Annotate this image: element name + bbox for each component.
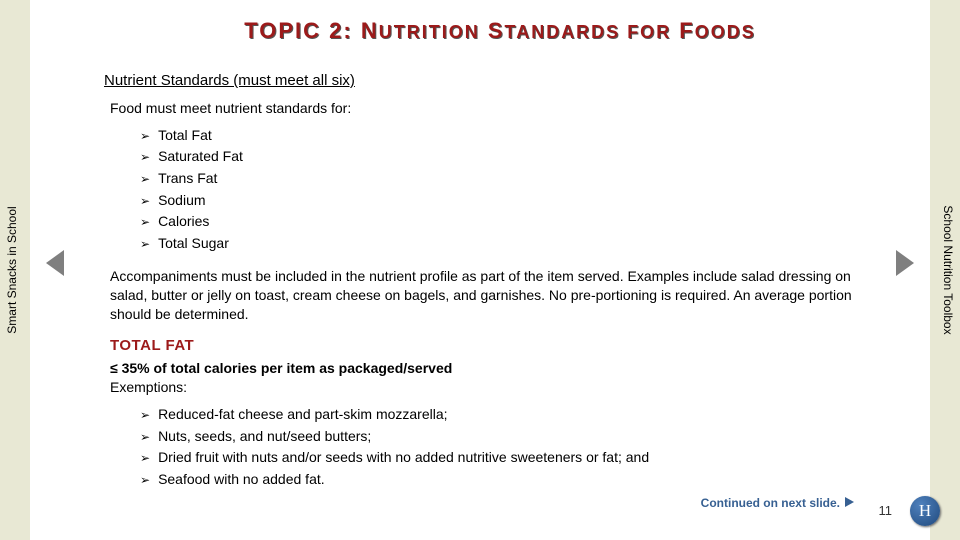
continued-label: Continued on next slide. xyxy=(701,496,840,510)
next-arrow-icon[interactable] xyxy=(896,250,914,276)
page-number: 11 xyxy=(879,503,893,518)
list-item: Calories xyxy=(140,211,890,233)
page-title: TOPIC 2: NUTRITION STANDARDS FOR FOODS xyxy=(110,18,890,44)
exemptions-list: Reduced-fat cheese and part-skim mozzare… xyxy=(140,404,890,491)
slide-body: TOPIC 2: NUTRITION STANDARDS FOR FOODS N… xyxy=(30,0,930,540)
list-item: Nuts, seeds, and nut/seed butters; xyxy=(140,426,890,448)
list-item: Dried fruit with nuts and/or seeds with … xyxy=(140,447,890,469)
list-item: Reduced-fat cheese and part-skim mozzare… xyxy=(140,404,890,426)
continued-arrow-icon xyxy=(845,497,854,507)
right-side-label: School Nutrition Toolbox xyxy=(941,170,955,370)
accompaniments-paragraph: Accompaniments must be included in the n… xyxy=(110,267,870,324)
title-segment: OODS xyxy=(695,22,756,42)
title-segment: TANDARDS FOR xyxy=(505,22,672,42)
title-segment: F xyxy=(671,18,695,43)
list-item: Total Sugar xyxy=(140,233,890,255)
section-heading-total-fat: TOTAL FAT xyxy=(110,337,890,354)
list-item: Seafood with no added fat. xyxy=(140,469,890,491)
list-item: Total Fat xyxy=(140,125,890,147)
exemptions-label: Exemptions: xyxy=(110,378,890,398)
intro-text: Food must meet nutrient standards for: xyxy=(110,99,890,119)
standards-list: Total Fat Saturated Fat Trans Fat Sodium… xyxy=(140,125,890,255)
title-segment: TOPIC 2: N xyxy=(244,18,379,43)
title-segment: UTRITION xyxy=(379,22,480,42)
help-badge[interactable]: H xyxy=(910,496,940,526)
left-side-label: Smart Snacks in School xyxy=(5,170,19,370)
list-item: Sodium xyxy=(140,190,890,212)
list-item: Saturated Fat xyxy=(140,146,890,168)
prev-arrow-icon[interactable] xyxy=(46,250,64,276)
title-segment: S xyxy=(480,18,505,43)
fat-rule: ≤ 35% of total calories per item as pack… xyxy=(110,360,890,376)
list-item: Trans Fat xyxy=(140,168,890,190)
subtitle: Nutrient Standards (must meet all six) xyxy=(104,72,890,89)
